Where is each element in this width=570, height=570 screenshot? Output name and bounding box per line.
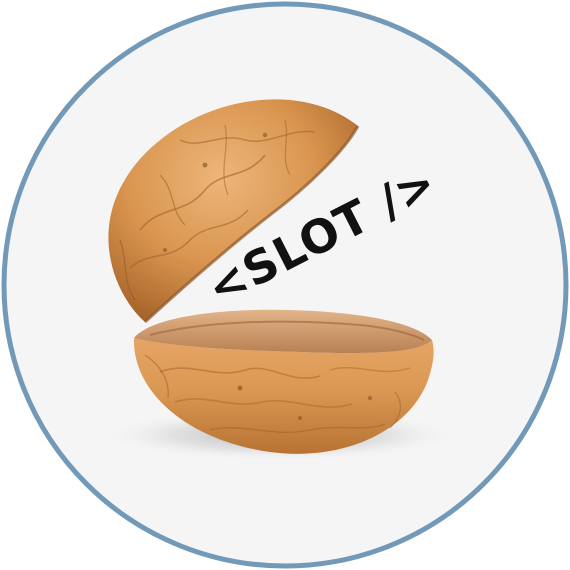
walnut-bottom-shell: [133, 309, 434, 454]
background-circle: [4, 4, 566, 566]
walnut-top-shell: [108, 99, 360, 324]
